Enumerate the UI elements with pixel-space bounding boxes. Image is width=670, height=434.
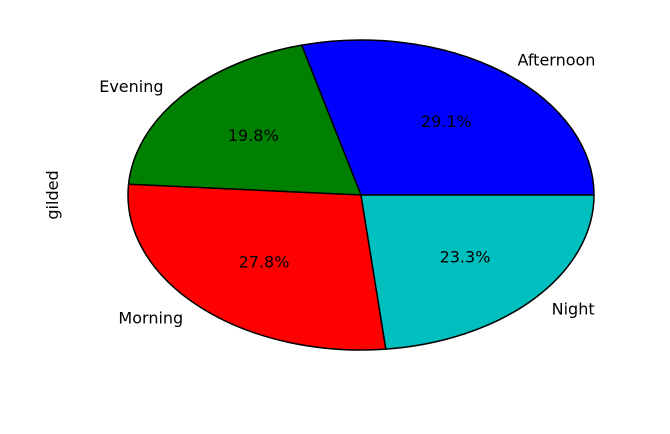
- pie-percent-labels: 29.1% 19.8% 27.8% 23.3%: [228, 112, 491, 272]
- pie-category-label-evening: Evening: [99, 77, 163, 96]
- pie-category-labels: Afternoon Evening Morning Night: [99, 50, 595, 327]
- pie-category-label-morning: Morning: [118, 308, 183, 327]
- pie-percent-label-night: 23.3%: [440, 248, 491, 267]
- pie-percent-label-evening: 19.8%: [228, 126, 279, 145]
- pie-percent-label-afternoon: 29.1%: [421, 112, 472, 131]
- pie-slice-afternoon: [300, 39, 595, 196]
- pie-slice-morning: [127, 183, 387, 351]
- pie-category-label-afternoon: Afternoon: [517, 50, 595, 69]
- pie-slice-evening: [127, 44, 362, 196]
- pie-slices: [127, 39, 595, 351]
- pie-percent-label-morning: 27.8%: [239, 252, 290, 271]
- y-axis-label: gilded: [43, 170, 62, 219]
- pie-slice-night: [360, 194, 595, 350]
- pie-category-label-night: Night: [552, 299, 595, 318]
